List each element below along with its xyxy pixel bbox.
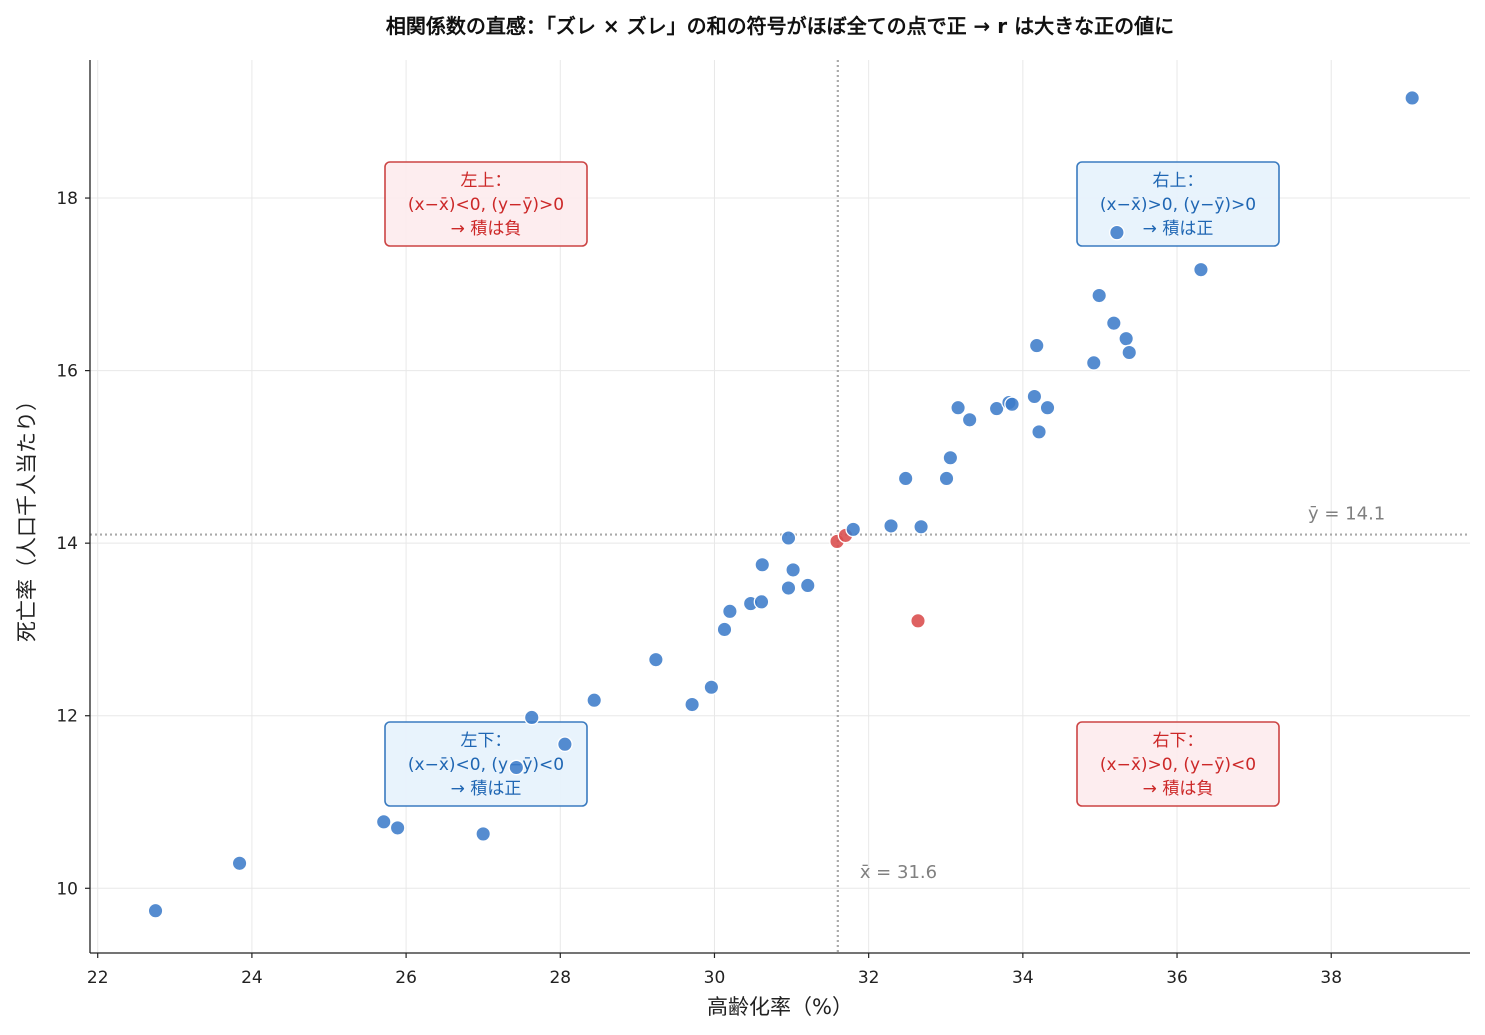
data-point xyxy=(1109,224,1125,241)
data-point xyxy=(799,577,816,594)
annotation-bottom-right: 右下： (x−x̄)>0, (y−ȳ)<0 → 積は負 xyxy=(1076,721,1280,807)
data-point xyxy=(1404,90,1421,106)
data-point xyxy=(389,820,406,836)
data-point xyxy=(231,855,248,872)
data-point xyxy=(703,679,720,696)
y-tick-label: 14 xyxy=(56,534,78,554)
data-point xyxy=(1028,337,1045,354)
data-point xyxy=(586,692,603,709)
annotation-bottom-left: 左下： (x−x̄)<0, (y−ȳ)<0 → 積は正 xyxy=(384,721,588,807)
data-point xyxy=(716,621,733,638)
data-point xyxy=(913,518,929,535)
annotation-box xyxy=(384,161,588,247)
data-point xyxy=(753,593,770,610)
annotation-top-right: 右上： (x−x̄)>0, (y−ȳ)>0 → 積は正 xyxy=(1076,161,1280,247)
annotation-line: (x−x̄)>0, (y−ȳ)>0 xyxy=(1100,195,1256,215)
data-point xyxy=(648,651,664,668)
y-axis-label: 死亡率（人口千人当たり） xyxy=(15,390,39,642)
x-tick-label: 36 xyxy=(1166,968,1188,988)
annotation-line: (x−x̄)<0, (y−ȳ)>0 xyxy=(408,195,564,215)
data-point xyxy=(1118,330,1135,347)
data-point xyxy=(1193,261,1209,278)
data-point xyxy=(780,530,797,546)
annotation-line: → 積は負 xyxy=(1143,779,1214,799)
annotation-box xyxy=(384,721,588,807)
data-point xyxy=(1026,388,1043,405)
annotation-line: 左上： xyxy=(461,171,512,191)
annotation-line: → 積は正 xyxy=(451,779,522,799)
data-point xyxy=(897,470,914,487)
data-point xyxy=(845,521,862,538)
quadrant-annotations: 左上： (x−x̄)<0, (y−ȳ)>0 → 積は負 右上： (x−x̄)>0, (y… xyxy=(384,161,1280,807)
data-point xyxy=(1085,354,1102,371)
y-tick-label: 16 xyxy=(56,362,78,382)
annotation-line: 右下： xyxy=(1153,731,1204,751)
data-point xyxy=(950,399,966,416)
x-tick-label: 30 xyxy=(704,968,726,988)
data-point xyxy=(883,518,899,534)
x-tick-label: 32 xyxy=(858,968,880,988)
data-point xyxy=(910,612,926,629)
x-tick-label: 26 xyxy=(395,968,417,988)
data-point xyxy=(988,400,1005,417)
annotation-box xyxy=(1076,721,1280,807)
annotation-line: → 積は負 xyxy=(451,219,522,239)
x-axis-label: 高齢化率（%） xyxy=(707,995,853,1019)
data-point xyxy=(1105,315,1122,332)
x-tick-label: 24 xyxy=(241,968,263,988)
chart-title: 相関係数の直感：「ズレ × ズレ」の和の符号がほぼ全ての点で正 → r は大きな… xyxy=(386,14,1174,38)
y-tick-label: 10 xyxy=(56,879,78,899)
data-point xyxy=(1121,344,1138,361)
data-point xyxy=(1031,424,1047,440)
data-point xyxy=(785,562,801,578)
x-tick-label: 38 xyxy=(1320,968,1342,988)
data-point xyxy=(523,709,540,726)
data-point xyxy=(557,736,573,753)
data-point xyxy=(1091,287,1108,304)
annotation-line: (x−x̄)>0, (y−ȳ)<0 xyxy=(1100,755,1256,775)
annotation-line: 左下： xyxy=(461,731,512,751)
annotation-top-left: 左上： (x−x̄)<0, (y−ȳ)>0 → 積は負 xyxy=(384,161,588,247)
data-point xyxy=(1004,396,1020,413)
x-tick-label: 28 xyxy=(549,968,571,988)
x-tick-label: 22 xyxy=(87,968,109,988)
data-point xyxy=(780,580,797,596)
y-tick-label: 18 xyxy=(56,189,78,209)
axes: 22 24 26 28 30 32 34 36 38 10 12 14 16 18 xyxy=(56,60,1470,988)
data-point xyxy=(938,470,955,487)
annotation-box xyxy=(1076,161,1280,247)
data-point xyxy=(722,603,738,620)
annotation-line: 右上： xyxy=(1153,171,1204,191)
mean-lines: x̄ = 31.6 ȳ = 14.1 xyxy=(90,60,1470,953)
data-point xyxy=(508,759,525,776)
data-point xyxy=(942,449,959,466)
data-point xyxy=(684,696,700,713)
data-point xyxy=(147,902,164,919)
data-points xyxy=(147,90,1421,919)
y-tick-label: 12 xyxy=(56,707,78,727)
data-point xyxy=(375,814,392,830)
y-mean-label: ȳ = 14.1 xyxy=(1308,504,1385,525)
x-mean-label: x̄ = 31.6 xyxy=(860,862,937,883)
x-tick-label: 34 xyxy=(1012,968,1034,988)
annotation-line: (x−x̄)<0, (y−ȳ)<0 xyxy=(408,755,564,775)
data-point xyxy=(754,556,771,573)
data-point xyxy=(475,826,492,842)
annotation-line: → 積は正 xyxy=(1143,219,1214,239)
data-point xyxy=(1039,399,1056,416)
data-point xyxy=(961,411,978,428)
